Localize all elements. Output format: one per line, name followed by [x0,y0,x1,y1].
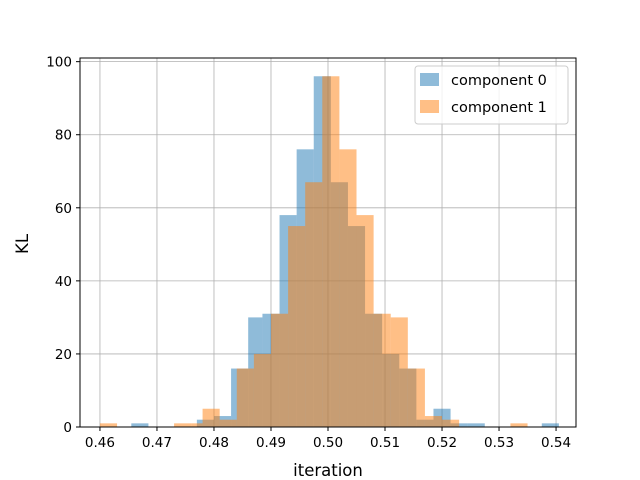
legend-box [414,65,569,125]
y-tick-label-80: 80 [55,128,72,144]
y-axis-label: KL [13,233,32,254]
y-tick-label-0: 0 [63,420,72,436]
y-axis-ticks: 0 20 40 60 80 100 [46,55,80,436]
bar-series-1-bin-16 [424,416,443,427]
x-tick-label-0.47: 0.47 [142,435,172,451]
bar-series-1-bin-0 [99,423,118,427]
x-tick-label-0.49: 0.49 [256,435,286,451]
bar-series-1-bin-18 [510,423,528,427]
bar-series-1-bin-8 [288,226,306,427]
x-tick-label-0.46: 0.46 [85,435,115,451]
bar-series-1-bin-2 [191,423,203,427]
bar-series-0-bin-0 [131,423,149,427]
legend-label-component-1: component 1 [451,100,547,116]
bar-series-1-bin-5 [236,368,254,427]
x-axis-ticks: 0.46 0.47 0.48 0.49 0.50 0.51 0.52 0.53 0.54 [85,427,571,451]
x-tick-label-0.53: 0.53 [484,435,514,451]
bar-series-0-bin-18 [541,423,559,427]
bar-series-1-bin-13 [373,313,391,427]
x-tick-label-0.48: 0.48 [199,435,229,451]
legend: component 0 component 1 [414,65,569,125]
legend-swatch-component-0 [420,73,439,86]
x-tick-label-0.50: 0.50 [313,435,343,451]
bar-series-1-bin-9 [305,182,323,427]
bar-series-1-bin-11 [339,149,357,427]
bar-series-1-bin-7 [270,313,289,427]
bar-series-1-bin-12 [356,215,374,427]
x-tick-label-0.52: 0.52 [427,435,457,451]
x-tick-label-0.51: 0.51 [370,435,400,451]
y-tick-label-60: 60 [55,201,72,217]
histogram-bars [99,76,559,427]
y-tick-label-20: 20 [55,347,72,363]
bar-series-1-bin-10 [322,76,340,427]
bar-series-1-bin-4 [219,419,237,427]
bar-series-0-bin-17 [467,423,485,427]
bar-series-1-bin-14 [390,317,408,427]
x-tick-label-0.54: 0.54 [541,435,571,451]
legend-swatch-component-1 [420,100,439,113]
bar-series-1-bin-3 [202,408,220,427]
bar-series-1-bin-15 [407,368,425,427]
bar-series-1-bin-1 [174,423,192,427]
x-axis-label: iteration [293,461,363,480]
bar-series-1-bin-17 [442,419,460,427]
legend-label-component-0: component 0 [451,73,547,89]
y-tick-label-100: 100 [46,55,72,71]
y-tick-label-40: 40 [55,274,72,290]
bar-series-1-bin-6 [253,353,271,427]
